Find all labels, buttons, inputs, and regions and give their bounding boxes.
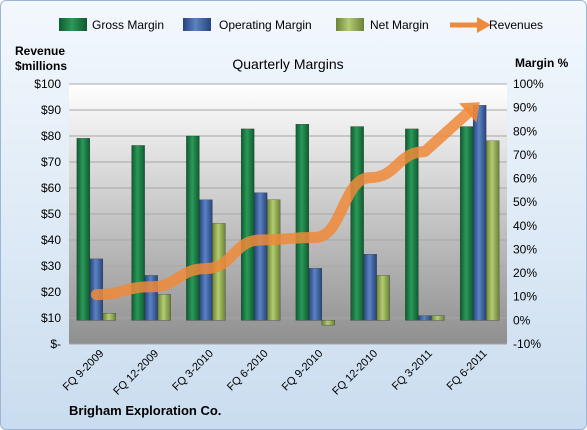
net-margin-bar bbox=[266, 199, 281, 321]
revenue-point bbox=[150, 286, 152, 288]
category-label: FQ 3-2010 bbox=[170, 348, 216, 394]
right-tick-label: 100% bbox=[513, 77, 544, 91]
left-tick-label: $20 bbox=[41, 285, 61, 299]
company-name: Brigham Exploration Co. bbox=[69, 403, 221, 418]
chart-title: Quarterly Margins bbox=[232, 56, 343, 72]
left-tick-label: $80 bbox=[41, 129, 61, 143]
legend-arrow-revenues bbox=[477, 17, 491, 33]
gross-margin-bar bbox=[459, 126, 474, 321]
net-margin-bar bbox=[102, 313, 117, 321]
right-tick-label: 80% bbox=[513, 124, 537, 138]
category-label: FQ 9-2010 bbox=[280, 348, 326, 394]
net-margin-bar bbox=[485, 140, 500, 321]
operating-margin-bar bbox=[253, 192, 268, 321]
right-tick-label: 0% bbox=[513, 313, 531, 327]
left-tick-label: $30 bbox=[41, 259, 61, 273]
gross-margin-bar bbox=[76, 138, 91, 321]
legend-label-operating-margin: Operating Margin bbox=[219, 18, 312, 32]
category-label: FQ 12-2009 bbox=[111, 348, 161, 398]
revenue-point bbox=[95, 294, 97, 296]
legend-swatch-operating-margin bbox=[183, 18, 211, 31]
left-tick-label: $90 bbox=[41, 103, 61, 117]
legend-swatch-net-margin bbox=[336, 18, 364, 31]
operating-margin-bar bbox=[418, 315, 432, 321]
gross-margin-bar bbox=[131, 145, 145, 321]
gross-margin-bar bbox=[186, 135, 200, 321]
gross-margin-bar bbox=[405, 128, 419, 321]
bars bbox=[76, 105, 500, 326]
legend-label-gross-margin: Gross Margin bbox=[92, 18, 164, 32]
category-label: FQ 6-2010 bbox=[225, 348, 271, 394]
net-margin-bar bbox=[431, 315, 445, 321]
right-tick-label: 90% bbox=[513, 101, 537, 115]
net-margin-bar bbox=[376, 275, 390, 321]
revenue-point bbox=[314, 236, 316, 238]
left-axis-ticks: $- $10 $20 $30 $40 $50 $60 $70 $80 $90 $100 bbox=[34, 77, 61, 351]
left-axis-label-line1: Revenue bbox=[15, 44, 65, 58]
revenue-point bbox=[424, 151, 426, 153]
revenue-point bbox=[205, 268, 207, 270]
net-margin-bar bbox=[321, 320, 336, 326]
right-tick-label: 40% bbox=[513, 219, 537, 233]
right-axis-label: Margin % bbox=[515, 56, 569, 70]
category-label: FQ 9-2009 bbox=[61, 348, 107, 394]
revenue-point bbox=[479, 101, 481, 103]
legend-swatch-gross-margin bbox=[59, 18, 87, 31]
revenue-point bbox=[260, 239, 262, 241]
operating-margin-bar bbox=[199, 199, 213, 321]
gross-margin-bar bbox=[295, 124, 310, 321]
right-tick-label: 10% bbox=[513, 290, 537, 304]
revenue-point bbox=[369, 177, 371, 179]
right-tick-label: 20% bbox=[513, 266, 537, 280]
left-tick-label: $60 bbox=[41, 181, 61, 195]
category-label: FQ 3-2011 bbox=[390, 348, 435, 393]
left-tick-label: $10 bbox=[41, 311, 61, 325]
legend: Gross Margin Operating Margin Net Margin… bbox=[59, 17, 543, 33]
left-tick-label: $40 bbox=[41, 233, 61, 247]
right-tick-label: -10% bbox=[513, 337, 541, 351]
operating-margin-bar bbox=[472, 105, 487, 321]
gross-margin-bar bbox=[350, 126, 364, 321]
revenue-line bbox=[90, 101, 481, 301]
revenue-arrow-head bbox=[459, 102, 480, 123]
right-tick-label: 30% bbox=[513, 242, 537, 256]
right-tick-label: 50% bbox=[513, 195, 537, 209]
operating-margin-bar bbox=[363, 254, 377, 321]
left-tick-label: $50 bbox=[41, 207, 61, 221]
left-tick-label: $100 bbox=[34, 77, 61, 91]
category-label: FQ 12-2010 bbox=[330, 348, 380, 398]
gross-margin-bar bbox=[240, 128, 255, 321]
category-labels: FQ 9-2009 FQ 12-2009 FQ 3-2010 FQ 6-2010 FQ … bbox=[61, 348, 490, 398]
operating-margin-bar bbox=[308, 268, 323, 321]
net-margin-bar bbox=[157, 294, 171, 321]
category-label: FQ 6-2011 bbox=[445, 348, 490, 393]
right-tick-label: 60% bbox=[513, 172, 537, 186]
left-axis-label-line2: $millions bbox=[15, 59, 67, 73]
legend-label-net-margin: Net Margin bbox=[370, 18, 429, 32]
revenue-line-path bbox=[90, 107, 474, 301]
right-tick-label: 70% bbox=[513, 148, 537, 162]
legend-label-revenues: Revenues bbox=[489, 18, 543, 32]
left-tick-label: $- bbox=[50, 337, 61, 351]
right-axis-ticks: -10% 0% 10% 20% 30% 40% 50% 60% 70% 80% 90% 100% bbox=[513, 77, 544, 351]
left-tick-label: $70 bbox=[41, 155, 61, 169]
